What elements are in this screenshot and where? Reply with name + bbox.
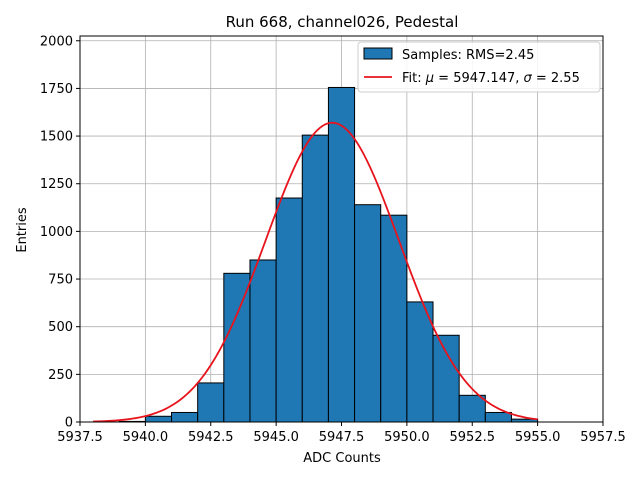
legend-fit-prefix: Fit: [402,71,426,86]
x-axis-ticks: 5937.5 5940.0 5942.5 5945.0 5947.5 5950.0 5952… [57,422,626,445]
histogram-bar [144,415,173,423]
histogram-bar [327,86,356,423]
histogram-bar [354,204,382,423]
legend: Samples: RMS=2.45 Fit: μ = 5947.147, σ =… [357,41,601,93]
x-tick-label: 5940.0 [123,430,169,445]
fit-curve [93,121,538,423]
legend-histogram-swatch [363,47,393,60]
chart-title: Run 668, channel026, Pedestal [226,13,459,31]
x-tick-label: 5952.5 [450,430,496,445]
histogram-bar [223,272,251,423]
x-axis-label: ADC Counts [303,451,381,466]
x-tick-label: 5945.0 [253,430,299,445]
x-tick-label: 5957.5 [580,430,626,445]
y-tick-label: 500 [48,320,73,335]
histogram-bar [301,134,329,423]
legend-fit-mu-symbol: μ [425,71,434,86]
histogram-bar [249,259,277,423]
y-tick-label: 1250 [40,177,73,192]
x-tick-label: 5942.5 [188,430,234,445]
y-tick-label: 750 [48,273,73,288]
y-tick-label: 1500 [40,130,73,145]
y-tick-label: 250 [48,368,73,383]
y-tick-label: 0 [65,416,73,431]
histogram-bar [197,382,225,423]
x-tick-label: 5937.5 [57,430,103,445]
histogram-bars [118,86,539,423]
histogram-bar [380,214,408,423]
legend-fit-sigma-symbol: σ [524,71,533,86]
histogram-bar [275,197,303,423]
legend-box [357,41,601,93]
x-tick-label: 5950.0 [384,430,430,445]
y-tick-label: 1750 [40,82,73,97]
y-axis-ticks: 0 250 500 750 1000 1250 1500 1750 2000 [40,34,80,431]
y-axis-label: Entries [15,207,30,253]
x-tick-label: 5955.0 [515,430,561,445]
histogram-bar [484,411,512,423]
histogram-bar [458,394,486,423]
x-tick-label: 5947.5 [319,430,365,445]
legend-fit-sigma-value: = 2.55 [532,71,580,86]
legend-histogram-label: Samples: RMS=2.45 [402,48,534,63]
y-tick-label: 1000 [40,225,73,240]
legend-fit-label: Fit: μ = 5947.147, σ = 2.55 [402,71,580,86]
histogram-bar [432,334,460,423]
histogram-bar [171,411,199,423]
legend-fit-mu-value: = 5947.147, [434,71,523,86]
y-tick-label: 2000 [40,34,73,49]
